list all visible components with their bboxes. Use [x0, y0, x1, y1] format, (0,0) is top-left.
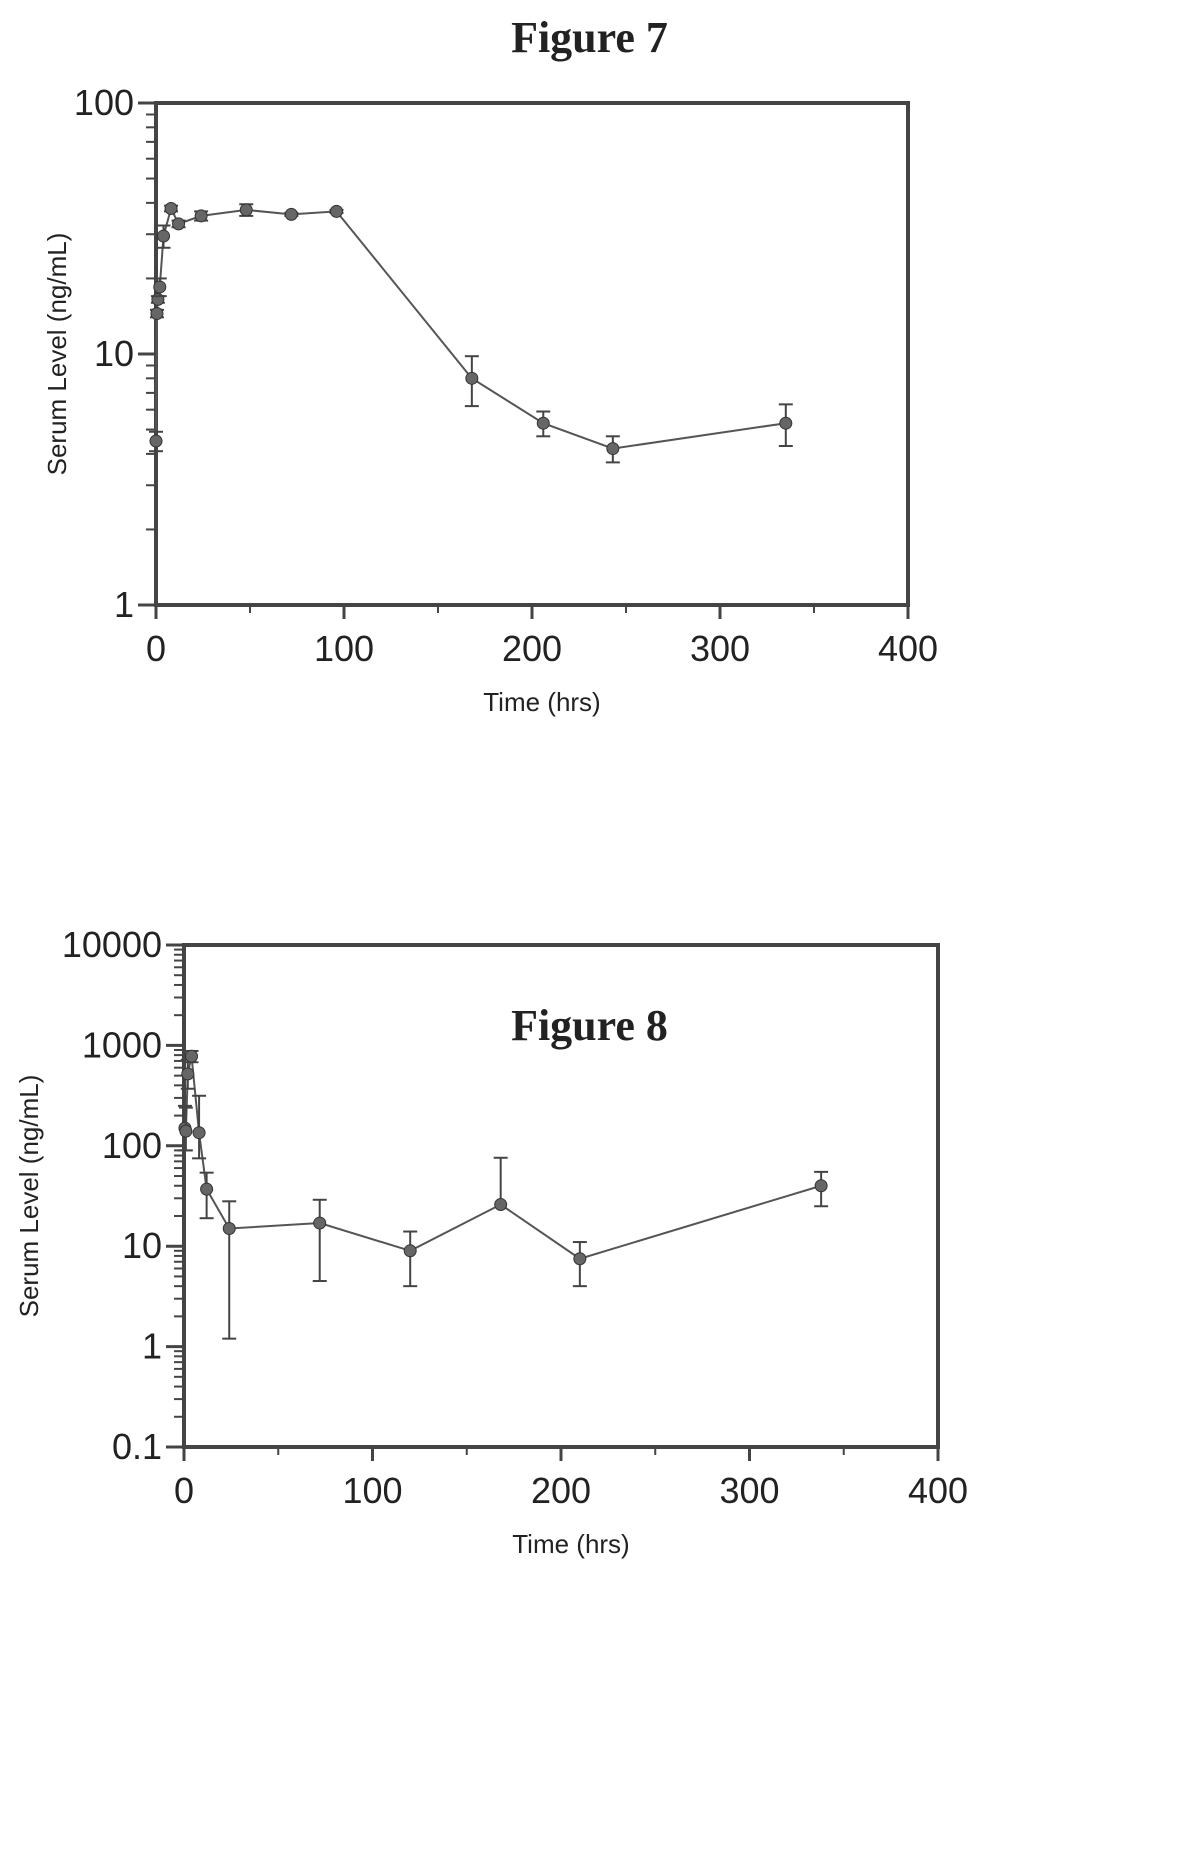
fig7-data-point	[194, 209, 208, 223]
fig8-data-point	[313, 1216, 327, 1230]
fig8-x-tick-label: 200	[531, 1470, 591, 1511]
fig7-data-point	[329, 204, 343, 218]
fig8-x-tick-label: 400	[908, 1470, 968, 1511]
fig8-data-point	[181, 1067, 195, 1081]
fig8-data-point	[814, 1179, 828, 1193]
fig7-data-point	[172, 217, 186, 231]
fig7-data-point	[157, 229, 171, 243]
fig8-data-point	[573, 1252, 587, 1266]
fig7-data-point	[284, 207, 298, 221]
fig8-y-axis-label: Serum Level (ng/mL)	[14, 1075, 44, 1318]
fig7-data-point	[149, 434, 163, 448]
fig8-y-tick-label: 100	[102, 1125, 162, 1166]
figure-8-title: Figure 8	[511, 1001, 668, 1050]
fig7-data-point	[606, 442, 620, 456]
fig8-y-tick-label: 1	[142, 1326, 162, 1367]
fig8-data-point	[179, 1124, 193, 1138]
fig7-data-point	[153, 280, 167, 294]
fig7-x-axis-label: Time (hrs)	[483, 687, 600, 717]
fig8-data-point	[494, 1198, 508, 1212]
fig8-data-point	[222, 1222, 236, 1236]
fig8-x-tick-label: 0	[174, 1470, 194, 1511]
figure-7-title: Figure 7	[511, 13, 668, 62]
fig7-data-point	[150, 306, 164, 320]
fig8-data-point	[185, 1049, 199, 1063]
fig7-series-line	[155, 205, 786, 450]
fig7-y-tick-label: 100	[74, 82, 134, 123]
fig8-plot-frame	[182, 943, 940, 1449]
fig7-plot-frame	[154, 101, 910, 607]
fig8-y-tick-label: 1000	[82, 1024, 162, 1065]
fig8-x-tick-label: 300	[719, 1470, 779, 1511]
fig7-y-tick-label: 10	[94, 333, 134, 374]
fig8-y-tick-label: 10000	[62, 924, 162, 965]
fig8-x-axis-label: Time (hrs)	[512, 1529, 629, 1559]
fig8-data-point	[200, 1182, 214, 1196]
fig7-data-point	[779, 416, 793, 430]
fig7-x-tick-label: 0	[146, 628, 166, 669]
fig7-x-tick-label: 100	[314, 628, 374, 669]
fig8-y-tick-label: 0.1	[112, 1426, 162, 1467]
fig7-x-tick-label: 300	[690, 628, 750, 669]
fig8-data-point	[192, 1126, 206, 1140]
fig8-data-point	[403, 1244, 417, 1258]
fig7-data-point	[239, 203, 253, 217]
fig7-y-axis-label: Serum Level (ng/mL)	[42, 233, 72, 476]
fig7-data-point	[164, 201, 178, 215]
fig8-x-tick-label: 100	[342, 1470, 402, 1511]
fig7-data-point	[465, 371, 479, 385]
fig7-x-tick-label: 200	[502, 628, 562, 669]
fig8-y-tick-label: 10	[122, 1225, 162, 1266]
fig7-y-tick-label: 1	[114, 584, 134, 625]
fig7-x-tick-label: 400	[878, 628, 938, 669]
fig7-data-point	[536, 416, 550, 430]
